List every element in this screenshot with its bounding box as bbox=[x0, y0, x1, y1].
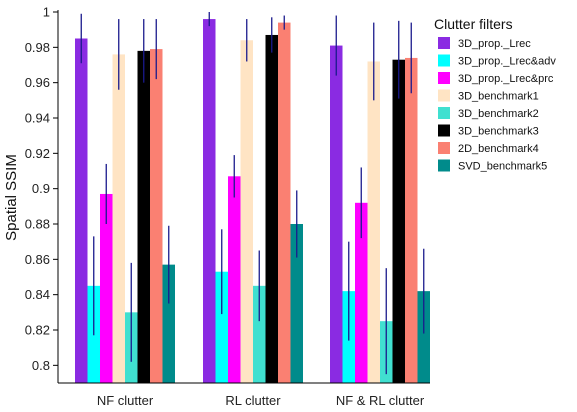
bar-SVD_benchmark5-NF clutter bbox=[162, 264, 175, 383]
legend-swatch bbox=[438, 142, 450, 154]
legend-label: 3D_prop._Lrec&adv bbox=[458, 56, 556, 68]
x-tick-label: NF clutter bbox=[97, 393, 154, 408]
y-axis-title: Spatial SSIM bbox=[3, 154, 20, 241]
legend-swatch bbox=[438, 54, 450, 67]
y-tick-label: 0.9 bbox=[32, 181, 50, 196]
legend-label: 2D_benchmark4 bbox=[458, 143, 539, 155]
y-tick-label: 0.8 bbox=[32, 358, 50, 373]
bar-SVD_benchmark5-NF & RL clutter bbox=[417, 291, 430, 383]
legend-label: 3D_benchmark3 bbox=[458, 126, 539, 138]
bar-3D_prop._Lrec-NF & RL clutter bbox=[330, 45, 343, 384]
bar-3D_prop._Lrec-NF clutter bbox=[75, 38, 88, 383]
bar-3D_prop._Lrec&prc-RL clutter bbox=[228, 176, 241, 383]
bar-3D_benchmark1-NF clutter bbox=[112, 54, 125, 384]
legend-label: 3D_prop._Lrec bbox=[458, 38, 531, 50]
bar-3D_benchmark3-NF & RL clutter bbox=[392, 59, 405, 383]
bar-2D_benchmark4-NF & RL clutter bbox=[405, 57, 418, 383]
bar-SVD_benchmark5-RL clutter bbox=[290, 224, 303, 383]
y-tick-label: 1 bbox=[43, 5, 50, 20]
legend-label: SVD_benchmark5 bbox=[458, 161, 547, 173]
legend: Clutter filters 3D_prop._Lrec 3D_prop._Lre… bbox=[434, 16, 556, 173]
bar-2D_benchmark4-NF clutter bbox=[150, 49, 163, 383]
y-tick-label: 0.96 bbox=[25, 75, 50, 90]
y-tick-label: 0.88 bbox=[25, 217, 50, 232]
y-tick-label: 0.86 bbox=[25, 252, 50, 267]
bar-3D_benchmark3-RL clutter bbox=[265, 34, 278, 383]
plot-area bbox=[75, 12, 430, 384]
x-tick-label: NF & RL clutter bbox=[336, 393, 425, 408]
legend-title: Clutter filters bbox=[434, 16, 513, 32]
legend-label: 3D_prop._Lrec&prc bbox=[458, 73, 554, 85]
bar-3D_prop._Lrec&prc-NF clutter bbox=[100, 193, 113, 383]
legend-swatch bbox=[438, 107, 450, 119]
legend-label: 3D_benchmark1 bbox=[458, 91, 539, 103]
bar-3D_benchmark3-NF clutter bbox=[137, 50, 150, 383]
legend-swatch bbox=[438, 89, 450, 102]
bar-3D_prop._Lrec&prc-NF & RL clutter bbox=[355, 202, 368, 383]
axes: 0.8 0.82 0.84 0.86 0.88 0.9 0.92 0.94 0.96 0.98 1 N… bbox=[3, 5, 430, 408]
x-tick-label: RL clutter bbox=[225, 393, 281, 408]
bar-3D_benchmark1-NF & RL clutter bbox=[367, 61, 380, 383]
bar-3D_benchmark2-RL clutter bbox=[253, 285, 266, 383]
y-tick-label: 0.82 bbox=[25, 323, 50, 338]
bar-3D_benchmark1-RL clutter bbox=[240, 40, 253, 384]
legend-swatch bbox=[438, 159, 450, 172]
y-tick-label: 0.92 bbox=[25, 146, 50, 161]
legend-swatch bbox=[438, 72, 450, 84]
bar-2D_benchmark4-RL clutter bbox=[278, 22, 291, 383]
y-tick-label: 0.98 bbox=[25, 40, 50, 55]
legend-label: 3D_benchmark2 bbox=[458, 108, 539, 120]
legend-swatch bbox=[438, 37, 450, 49]
bar-3D_prop._Lrec&adv-RL clutter bbox=[215, 271, 228, 383]
y-tick-label: 0.94 bbox=[25, 111, 50, 126]
y-tick-label: 0.84 bbox=[25, 287, 50, 302]
bar-3D_prop._Lrec-RL clutter bbox=[203, 19, 216, 384]
legend-swatch bbox=[438, 124, 450, 137]
